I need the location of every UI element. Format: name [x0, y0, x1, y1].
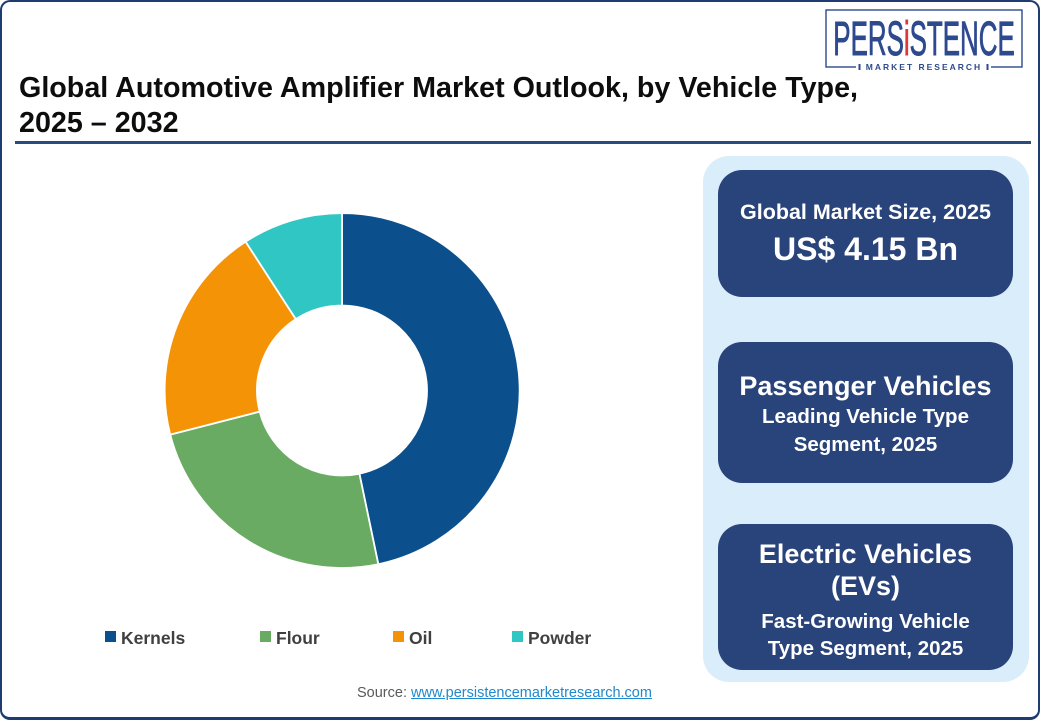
svg-text:MARKET RESEARCH: MARKET RESEARCH	[866, 62, 982, 72]
svg-text:PERSiSTENCE: PERSiSTENCE	[833, 13, 1014, 67]
